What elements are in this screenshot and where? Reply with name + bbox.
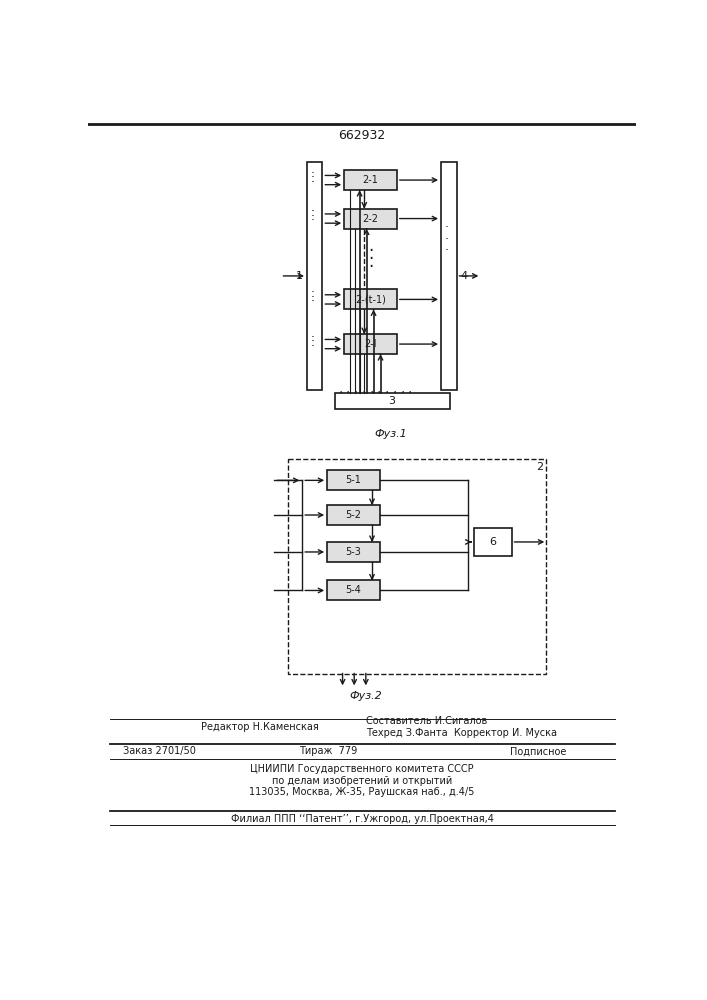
Text: Филиал ППП ‘‘Патент’’, г.Ужгород, ул.Проектная,4: Филиал ППП ‘‘Патент’’, г.Ужгород, ул.Про… xyxy=(230,814,493,824)
Text: ·: · xyxy=(310,286,315,299)
Text: ·: · xyxy=(445,244,448,257)
Text: 4: 4 xyxy=(461,271,468,281)
Text: 3: 3 xyxy=(389,396,396,406)
Text: 5-2: 5-2 xyxy=(346,510,361,520)
Text: Техред З.Фанта  Корректор И. Муска: Техред З.Фанта Корректор И. Муска xyxy=(366,728,557,738)
Text: ·: · xyxy=(445,221,448,234)
FancyBboxPatch shape xyxy=(327,505,380,525)
Text: ·: · xyxy=(445,233,448,246)
Text: Подписное: Подписное xyxy=(510,746,566,756)
FancyBboxPatch shape xyxy=(344,170,397,190)
Text: .: . xyxy=(392,382,397,396)
FancyBboxPatch shape xyxy=(441,162,457,389)
Text: 2-l: 2-l xyxy=(364,339,377,349)
Text: ·: · xyxy=(310,176,315,189)
Text: 113035, Москва, Ж-35, Раушская наб., д.4/5: 113035, Москва, Ж-35, Раушская наб., д.4… xyxy=(250,787,474,797)
Text: ЦНИИПИ Государственного комитета СССР: ЦНИИПИ Государственного комитета СССР xyxy=(250,764,474,774)
Text: .: . xyxy=(338,382,342,396)
Text: 5-1: 5-1 xyxy=(346,475,361,485)
Text: 2-(t-1): 2-(t-1) xyxy=(355,294,386,304)
Text: Фуз.1: Фуз.1 xyxy=(374,429,407,439)
FancyBboxPatch shape xyxy=(335,393,450,409)
Text: ·: · xyxy=(310,340,315,353)
Text: 6: 6 xyxy=(489,537,496,547)
FancyBboxPatch shape xyxy=(344,289,397,309)
Text: ·: · xyxy=(310,291,315,304)
FancyBboxPatch shape xyxy=(327,470,380,490)
Text: .: . xyxy=(369,382,373,396)
Text: ·: · xyxy=(310,331,315,344)
Text: .: . xyxy=(408,382,412,396)
Text: .: . xyxy=(368,237,373,255)
Text: ·: · xyxy=(310,171,315,184)
Text: 5-3: 5-3 xyxy=(346,547,361,557)
Text: Редактор Н.Каменская: Редактор Н.Каменская xyxy=(201,722,318,732)
Text: 5-4: 5-4 xyxy=(346,585,361,595)
Text: Тираж  779: Тираж 779 xyxy=(300,746,358,756)
FancyBboxPatch shape xyxy=(344,209,397,229)
Text: Заказ 2701/50: Заказ 2701/50 xyxy=(123,746,196,756)
Text: .: . xyxy=(368,245,373,263)
Text: .: . xyxy=(354,382,358,396)
Text: .: . xyxy=(400,382,404,396)
Text: ·: · xyxy=(310,335,315,348)
Text: .: . xyxy=(361,382,366,396)
Text: по делам изобретений и открытий: по делам изобретений и открытий xyxy=(271,776,452,786)
FancyBboxPatch shape xyxy=(327,542,380,562)
Text: 662932: 662932 xyxy=(339,129,385,142)
Text: Составитель И.Сигалов: Составитель И.Сигалов xyxy=(366,716,487,726)
FancyBboxPatch shape xyxy=(344,334,397,354)
Text: 2: 2 xyxy=(536,462,543,472)
Text: .: . xyxy=(385,382,389,396)
Text: ·: · xyxy=(310,210,315,223)
Text: ·: · xyxy=(310,167,315,180)
Text: .: . xyxy=(368,253,373,271)
Text: .: . xyxy=(377,382,381,396)
Text: Фуз.2: Фуз.2 xyxy=(349,691,382,701)
Text: 2-1: 2-1 xyxy=(363,175,378,185)
Text: ·: · xyxy=(310,205,315,218)
FancyBboxPatch shape xyxy=(327,580,380,600)
Text: .: . xyxy=(346,382,350,396)
Text: ·: · xyxy=(310,214,315,227)
Text: ·: · xyxy=(310,295,315,308)
FancyBboxPatch shape xyxy=(474,528,512,556)
Text: 1: 1 xyxy=(296,271,303,281)
Text: 2-2: 2-2 xyxy=(363,214,378,224)
FancyBboxPatch shape xyxy=(307,162,322,389)
